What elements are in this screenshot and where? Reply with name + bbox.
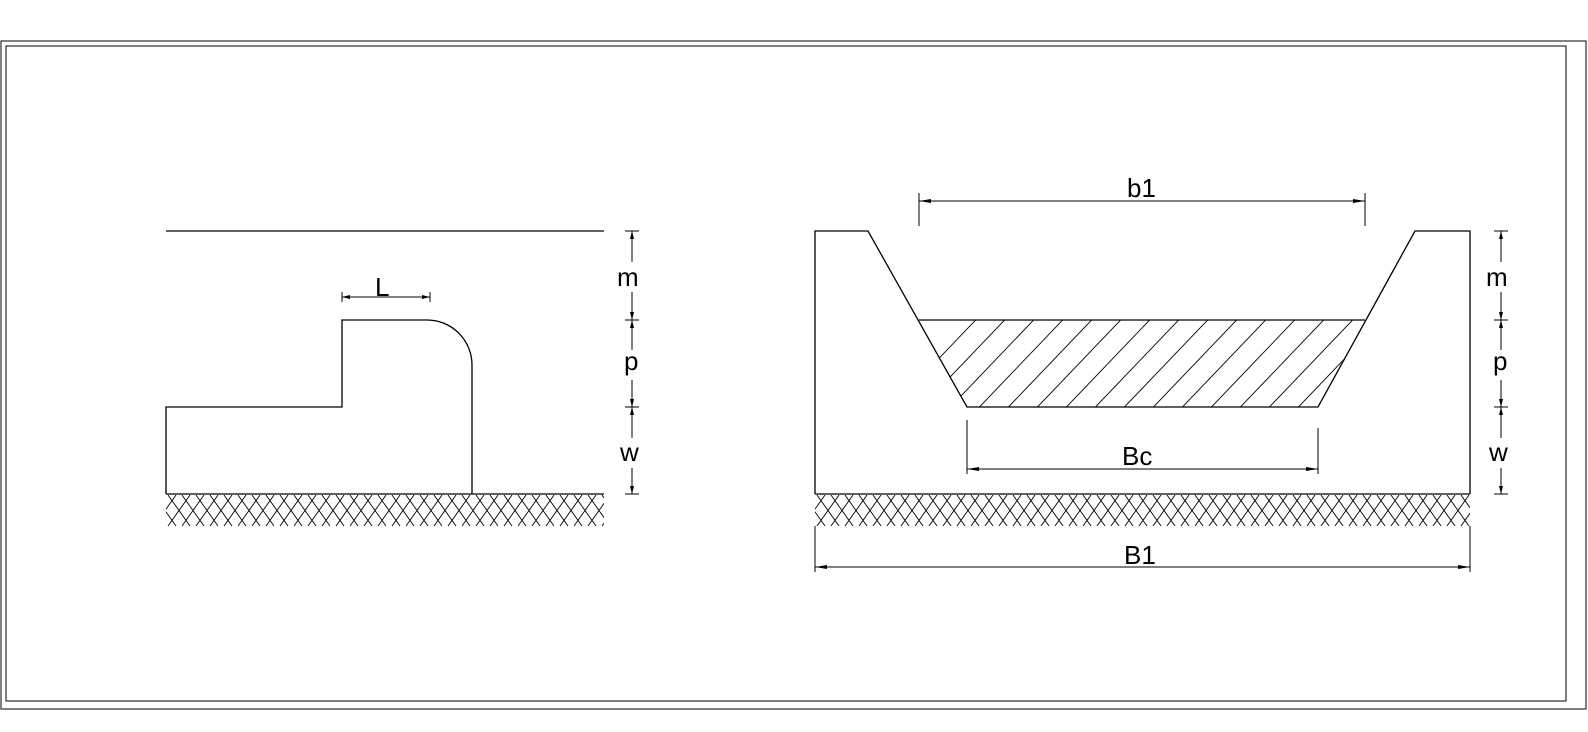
channel-outline xyxy=(814,230,1471,494)
dim-label-L: L xyxy=(375,272,389,302)
dim-L-arrow-left xyxy=(342,295,350,299)
dim-label-w-left: w xyxy=(619,437,639,467)
channel-cross-section: b1 Bc B1 m p w xyxy=(814,173,1513,572)
water-hatch xyxy=(919,320,1365,407)
outer-frame xyxy=(0,40,1587,710)
dim-label-m-right: m xyxy=(1486,262,1508,292)
dim-label-w-right: w xyxy=(1488,437,1508,467)
weir-profile xyxy=(165,319,473,494)
dim-label-p-right: p xyxy=(1493,346,1507,376)
ground-hatch-left xyxy=(166,495,604,527)
dim-label-m-left: m xyxy=(617,262,639,292)
inner-frame xyxy=(5,45,1567,702)
dim-label-p-left: p xyxy=(624,346,638,376)
dim-L-arrow-right xyxy=(422,295,430,299)
dim-label-Bc: Bc xyxy=(1122,441,1152,471)
dim-label-b1: b1 xyxy=(1127,173,1156,203)
dim-label-B1: B1 xyxy=(1124,540,1156,570)
ground-hatch-right xyxy=(815,495,1470,527)
weir-side-view: L m p w xyxy=(165,230,644,527)
